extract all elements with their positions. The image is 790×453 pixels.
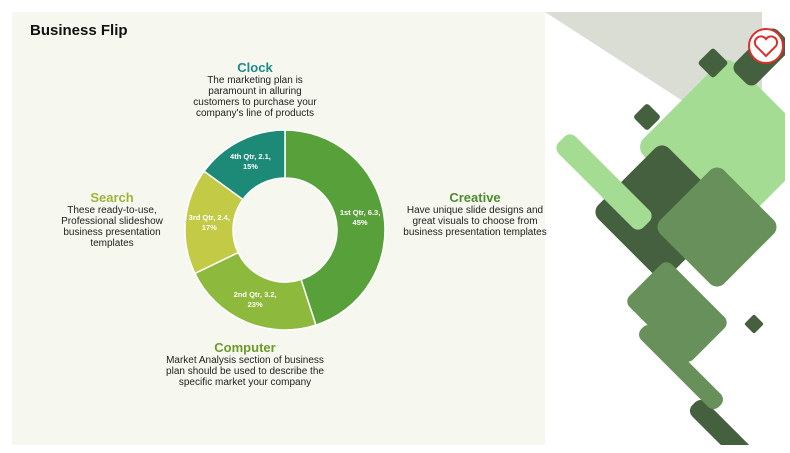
data-label: 1st Qtr, 6.3, 45% [339, 208, 381, 228]
annotation-text: Have unique slide designs and great visu… [403, 205, 547, 238]
donut-slice [193, 251, 317, 331]
annotation-title: Computer [214, 340, 276, 355]
annotation: Creative Have unique slide designs and gr… [400, 190, 550, 238]
annotation-title: Search [90, 190, 134, 205]
slide-title: Business Flip [30, 22, 128, 39]
data-label: 2nd Qtr, 3.2, 23% [233, 289, 277, 309]
annotation-title: Clock [237, 60, 273, 75]
annotation-text: The marketing plan is paramount in allur… [193, 75, 317, 119]
decor [556, 28, 785, 445]
slide: Business Flip 1st Qtr, 6.3, 45% 2nd Qtr, … [12, 12, 785, 445]
annotation: Computer Market Analysis section of busin… [165, 340, 325, 388]
annotation: Search These ready-to-use, Professional s… [52, 190, 172, 249]
data-label: 3rd Qtr, 2.4, 17% [188, 213, 230, 233]
annotation-text: Market Analysis section of business plan… [166, 355, 324, 388]
annotation-text: These ready-to-use, Professional slidesh… [61, 205, 163, 249]
data-label: 4th Qtr, 2.1, 15% [230, 152, 271, 172]
annotation-title: Creative [449, 190, 501, 205]
donut-slice [284, 129, 386, 327]
donut-slice [203, 129, 286, 201]
chart [184, 12, 785, 445]
annotation: Clock The marketing plan is paramount in … [185, 60, 325, 119]
